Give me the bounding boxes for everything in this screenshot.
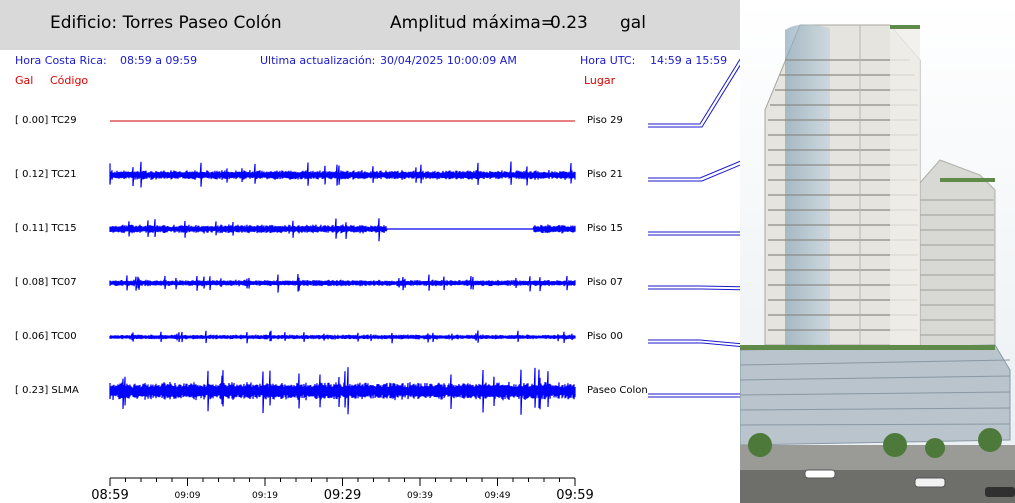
connector-slma: [648, 396, 740, 398]
building-photo-icon: [740, 0, 1015, 503]
place-tc21: Piso 21: [587, 169, 623, 180]
cr-time-label: Hora Costa Rica:: [15, 54, 107, 67]
column-place: Lugar: [584, 74, 616, 87]
place-tc00: Piso 00: [587, 331, 623, 342]
trace-line-tc00: [109, 330, 576, 344]
connector-tc07: [648, 288, 740, 291]
gal-value-tc15: [ 0.11] TC15: [15, 223, 77, 234]
connector-tc29: [648, 58, 740, 125]
column-gal: Gal: [15, 74, 34, 87]
time-tick-label-0: 08:59: [91, 488, 129, 503]
trace-line-tc15: [109, 218, 576, 242]
time-tick-label-1: 09:09: [174, 491, 201, 501]
gal-value-slma: [ 0.23] SLMA: [15, 385, 79, 396]
utc-time-label: Hora UTC:: [580, 54, 636, 67]
connector-tc00: [648, 342, 740, 347]
trace-tc15: [109, 218, 576, 242]
time-tick-label-2: 09:19: [252, 491, 278, 501]
utc-time-range: 14:59 a 15:59: [650, 54, 728, 67]
place-tc29: Piso 29: [587, 115, 623, 126]
place-slma: Paseo Colon: [587, 385, 648, 396]
column-code: Código: [50, 74, 89, 87]
trace-line-tc07: [109, 273, 576, 293]
gal-value-tc29: [ 0.00] TC29: [15, 115, 77, 126]
connector-tc21: [648, 160, 740, 179]
connector-tc29: [648, 64, 740, 128]
trace-tc21: [109, 161, 576, 188]
trace-slma: [109, 367, 576, 415]
place-tc07: Piso 07: [587, 277, 623, 288]
gal-value-tc00: [ 0.06] TC00: [15, 331, 77, 342]
time-tick-label-5: 09:49: [484, 491, 511, 501]
amplitude-unit: gal: [620, 13, 646, 33]
update-label: Ultima actualización:: [260, 54, 376, 67]
trace-line-tc21: [109, 161, 576, 188]
header-bar: [0, 0, 740, 50]
time-tick-label-6: 09:59: [556, 488, 594, 503]
connector-tc07: [648, 285, 740, 288]
place-tc15: Piso 15: [587, 223, 623, 234]
trace-tc07: [109, 273, 576, 293]
building-name: Edificio: Torres Paseo Colón: [50, 13, 282, 33]
trace-tc00: [109, 330, 576, 344]
cr-time-range: 08:59 a 09:59: [120, 54, 198, 67]
amplitude-value: 0.23: [550, 13, 588, 33]
trace-line-slma: [109, 367, 576, 415]
time-tick-label-3: 09:29: [323, 488, 362, 503]
connector-tc21: [648, 164, 740, 182]
gal-value-tc07: [ 0.08] TC07: [15, 277, 77, 288]
time-tick-label-4: 09:39: [407, 491, 433, 501]
gal-value-tc21: [ 0.12] TC21: [15, 169, 77, 180]
update-value: 30/04/2025 10:00:09 AM: [380, 54, 517, 67]
seismograph-plot: [109, 58, 740, 486]
amplitude-label: Amplitud máxima=: [390, 13, 556, 33]
connector-tc00: [648, 339, 740, 345]
connector-slma: [648, 393, 740, 395]
